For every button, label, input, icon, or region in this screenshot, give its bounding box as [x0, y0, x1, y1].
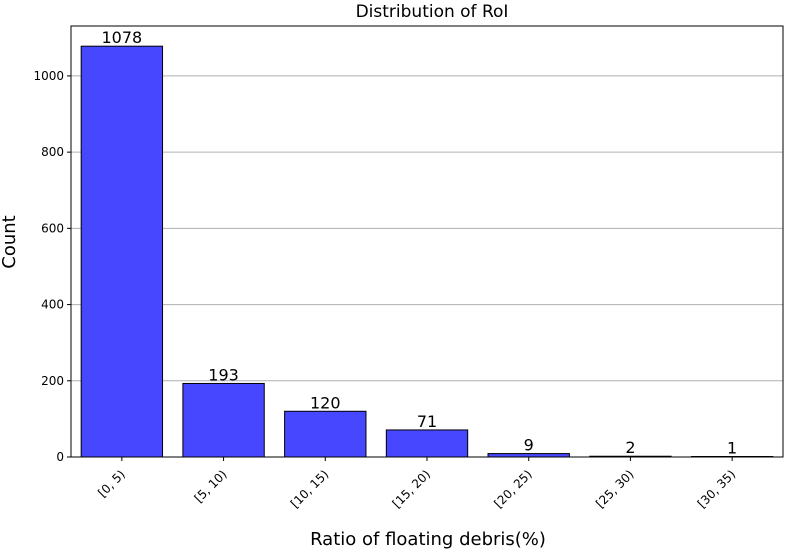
bar-value-label: 1	[727, 439, 737, 458]
x-axis-title: Ratio of floating debris(%)	[310, 529, 546, 550]
bar	[80, 45, 164, 458]
y-tick-label: 400	[41, 298, 64, 312]
x-tick-label: [10, 15)	[288, 467, 332, 511]
bar-value-label: 1078	[101, 28, 142, 47]
x-tick-label: [25, 30)	[593, 467, 637, 511]
axes-frame	[70, 25, 784, 458]
y-tick-label: 600	[41, 221, 64, 235]
x-tick-label: [0, 5)	[95, 467, 128, 500]
bar-value-label: 9	[524, 436, 534, 455]
y-tick-label: 800	[41, 145, 64, 159]
bar	[182, 382, 265, 458]
x-tick-label: [5, 10)	[192, 467, 230, 505]
bar-value-label: 71	[417, 412, 437, 431]
bars	[80, 45, 774, 458]
x-tick-label: [30, 35)	[695, 467, 739, 511]
y-axis-title: Count	[0, 215, 20, 268]
bar-value-label: 193	[208, 365, 239, 384]
y-axis-ticks: 0 200 400 600 800 1000	[33, 69, 71, 464]
bar	[284, 410, 367, 458]
bar-value-label: 2	[625, 438, 635, 457]
grid-lines	[71, 75, 783, 382]
x-tick-label: [20, 25)	[491, 467, 535, 511]
bar-value-label: 120	[310, 393, 341, 412]
y-tick-label: 200	[41, 374, 64, 388]
x-tick-label: [15, 20)	[390, 467, 434, 511]
plot-frame	[70, 25, 784, 458]
x-axis-ticks: [0, 5) [5, 10) [10, 15) [15, 20) [20, 25) [25…	[95, 457, 738, 511]
chart-title: Distribution of RoI	[356, 2, 509, 22]
bar	[385, 429, 469, 458]
bar-data-labels: 1078 193 120 71 9 2 1	[101, 28, 737, 457]
y-tick-label: 1000	[33, 69, 64, 83]
y-tick-label: 0	[56, 450, 64, 464]
